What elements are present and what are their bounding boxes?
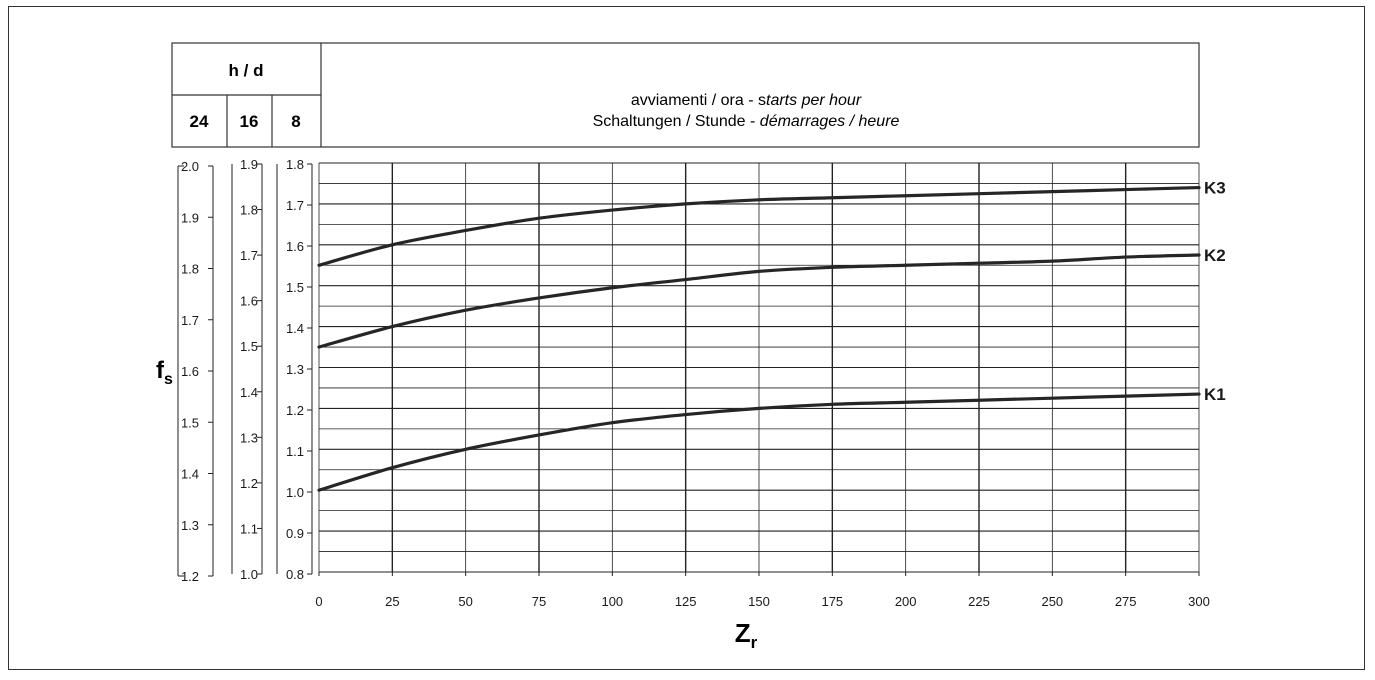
series-label-k3: K3	[1204, 179, 1226, 198]
y-tick-label: 1.0	[286, 485, 304, 500]
x-axis-label: Zr	[735, 618, 758, 652]
x-tick-label: 50	[458, 594, 472, 609]
y-tick-label: 1.9	[181, 210, 199, 225]
x-tick-label: 175	[821, 594, 843, 609]
y-tick-label: 1.7	[286, 198, 304, 213]
y-tick-label: 1.1	[286, 444, 304, 459]
y-tick-label: 1.2	[286, 403, 304, 418]
y-tick-label: 1.1	[240, 521, 258, 536]
y-tick-label: 1.3	[286, 362, 304, 377]
x-tick-label: 75	[532, 594, 546, 609]
y-tick-label: 0.9	[286, 526, 304, 541]
series-line-k2	[317, 253, 1201, 349]
grid	[318, 162, 1200, 573]
hd-col-24: 24	[190, 112, 209, 131]
y-tick-label: 1.3	[240, 430, 258, 445]
y-tick-label: 2.0	[181, 159, 199, 174]
series-line-k3	[317, 185, 1201, 267]
x-tick-label: 100	[601, 594, 623, 609]
hd-col-8: 8	[291, 112, 300, 131]
y-axes: 2.0 1.9 1.8 1.7 1.6 1.5 1.4 1.3 1.2 1.9 1.8 1.7 1.6 1…	[177, 157, 313, 584]
header-line-1: avviamenti / ora - starts per hour	[631, 92, 862, 109]
x-tick-label: 250	[1041, 594, 1063, 609]
series-group: K3 K2 K1	[317, 179, 1226, 492]
y-tick-label: 1.3	[181, 518, 199, 533]
x-tick-label: 125	[675, 594, 697, 609]
y-tick-label: 1.6	[286, 239, 304, 254]
y-tick-label: 1.8	[240, 203, 258, 218]
y-tick-label: 1.7	[240, 248, 258, 263]
x-axis: 0 25 50 75 100 125 150 175 200 225 250 275 300	[315, 572, 1210, 609]
y-tick-label: 1.2	[181, 569, 199, 584]
hd-label: h / d	[229, 61, 264, 80]
y-tick-label: 1.5	[286, 280, 304, 295]
y-tick-label: 1.8	[286, 157, 304, 172]
figure-frame	[8, 6, 1365, 670]
hd-col-16: 16	[240, 112, 259, 131]
x-tick-label: 225	[968, 594, 990, 609]
y-tick-label: 1.6	[240, 294, 258, 309]
y-tick-label: 1.8	[181, 262, 199, 277]
series-label-k1: K1	[1204, 385, 1226, 404]
series-label-k2: K2	[1204, 246, 1226, 265]
y-tick-label: 1.5	[181, 415, 199, 430]
y-tick-label: 1.0	[240, 567, 258, 582]
x-tick-label: 150	[748, 594, 770, 609]
y-tick-label: 0.8	[286, 567, 304, 582]
x-tick-label: 300	[1188, 594, 1210, 609]
y-tick-label: 1.9	[240, 157, 258, 172]
y-tick-label: 1.5	[240, 339, 258, 354]
series-line-k1	[317, 392, 1201, 492]
y-tick-label: 1.6	[181, 364, 199, 379]
x-tick-label: 25	[385, 594, 399, 609]
header-line-2: Schaltungen / Stunde - démarrages / heur…	[593, 113, 900, 130]
y-tick-label: 1.4	[181, 467, 199, 482]
y-tick-label: 1.4	[240, 385, 258, 400]
y-axis-label: fs	[156, 357, 173, 388]
x-tick-label: 0	[315, 594, 322, 609]
y-tick-label: 1.2	[240, 476, 258, 491]
y-tick-label: 1.7	[181, 313, 199, 328]
x-tick-label: 275	[1115, 594, 1137, 609]
y-tick-label: 1.4	[286, 321, 304, 336]
x-tick-label: 200	[895, 594, 917, 609]
